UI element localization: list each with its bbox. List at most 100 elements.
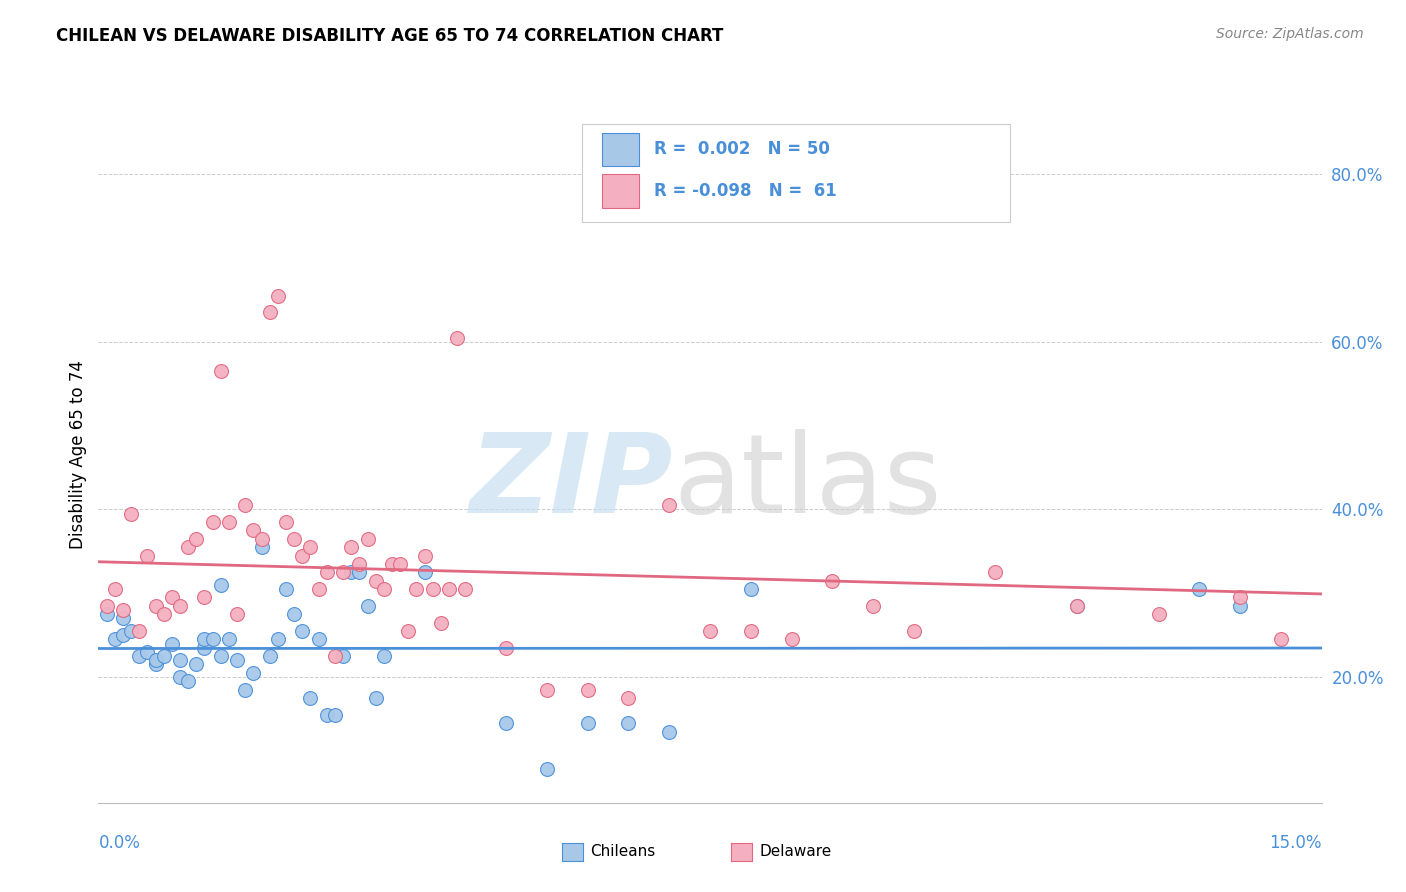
Point bbox=[226, 607, 249, 622]
Point bbox=[1066, 599, 1088, 613]
Point bbox=[111, 603, 134, 617]
Point bbox=[218, 632, 240, 647]
Text: 0.0%: 0.0% bbox=[98, 834, 141, 852]
Point bbox=[315, 566, 337, 580]
Point bbox=[152, 607, 174, 622]
Point bbox=[120, 624, 142, 638]
Point bbox=[536, 682, 558, 697]
Point bbox=[1229, 591, 1251, 605]
Point bbox=[111, 611, 134, 625]
Point bbox=[340, 540, 363, 554]
Point bbox=[193, 640, 215, 655]
Point bbox=[323, 649, 346, 664]
Point bbox=[308, 582, 330, 596]
Point bbox=[96, 599, 118, 613]
Point bbox=[233, 498, 256, 512]
Point bbox=[495, 716, 517, 731]
Point bbox=[169, 670, 191, 684]
Point bbox=[1270, 632, 1292, 647]
Point bbox=[209, 649, 232, 664]
Point bbox=[177, 540, 200, 554]
Point bbox=[315, 707, 337, 722]
Point bbox=[152, 649, 174, 664]
Point bbox=[169, 653, 191, 667]
Point bbox=[413, 549, 436, 563]
Text: Chileans: Chileans bbox=[591, 845, 655, 859]
Point bbox=[259, 649, 281, 664]
Point bbox=[104, 582, 127, 596]
Point bbox=[373, 582, 395, 596]
Point bbox=[226, 653, 249, 667]
Point bbox=[299, 540, 322, 554]
Point bbox=[405, 582, 427, 596]
Point bbox=[218, 515, 240, 529]
Point bbox=[201, 515, 224, 529]
Point bbox=[364, 691, 387, 706]
Point bbox=[381, 557, 404, 571]
Point bbox=[160, 591, 183, 605]
Point bbox=[658, 724, 681, 739]
Point bbox=[617, 691, 640, 706]
Point bbox=[364, 574, 387, 588]
Point bbox=[242, 524, 264, 538]
Point bbox=[308, 632, 330, 647]
Point bbox=[740, 582, 762, 596]
Point bbox=[1188, 582, 1211, 596]
Point bbox=[332, 566, 354, 580]
Point bbox=[242, 665, 264, 680]
Point bbox=[617, 716, 640, 731]
Point bbox=[1229, 599, 1251, 613]
Point bbox=[267, 632, 290, 647]
Point bbox=[984, 566, 1007, 580]
Text: 15.0%: 15.0% bbox=[1270, 834, 1322, 852]
Point bbox=[145, 599, 167, 613]
Point bbox=[233, 682, 256, 697]
Point bbox=[389, 557, 412, 571]
Point bbox=[209, 578, 232, 592]
Point bbox=[177, 674, 200, 689]
Point bbox=[291, 624, 314, 638]
Point bbox=[821, 574, 844, 588]
Point bbox=[291, 549, 314, 563]
Point bbox=[373, 649, 395, 664]
Point bbox=[274, 515, 297, 529]
Point bbox=[96, 607, 118, 622]
Point bbox=[128, 649, 150, 664]
Point bbox=[396, 624, 419, 638]
Point bbox=[145, 657, 167, 672]
Point bbox=[349, 557, 371, 571]
Point bbox=[136, 549, 159, 563]
Point bbox=[340, 566, 363, 580]
Point bbox=[699, 624, 721, 638]
Point bbox=[413, 566, 436, 580]
Point bbox=[658, 498, 681, 512]
FancyBboxPatch shape bbox=[582, 124, 1010, 222]
Text: atlas: atlas bbox=[673, 429, 942, 536]
Point bbox=[576, 716, 599, 731]
Point bbox=[356, 532, 378, 546]
Point bbox=[250, 532, 273, 546]
Text: R = -0.098   N =  61: R = -0.098 N = 61 bbox=[654, 182, 837, 200]
Point bbox=[740, 624, 762, 638]
Point bbox=[536, 762, 558, 776]
Point bbox=[862, 599, 884, 613]
Point bbox=[1147, 607, 1170, 622]
Point bbox=[323, 707, 346, 722]
Point bbox=[104, 632, 127, 647]
Point bbox=[780, 632, 803, 647]
Point bbox=[437, 582, 460, 596]
Point bbox=[454, 582, 477, 596]
Point bbox=[283, 607, 305, 622]
Point bbox=[430, 615, 453, 630]
Text: Delaware: Delaware bbox=[759, 845, 831, 859]
Point bbox=[250, 540, 273, 554]
Point bbox=[267, 288, 290, 302]
Point bbox=[332, 649, 354, 664]
Text: R =  0.002   N = 50: R = 0.002 N = 50 bbox=[654, 140, 830, 158]
Point bbox=[193, 591, 215, 605]
Point bbox=[356, 599, 378, 613]
Point bbox=[160, 636, 183, 650]
Y-axis label: Disability Age 65 to 74: Disability Age 65 to 74 bbox=[69, 360, 87, 549]
Point bbox=[495, 640, 517, 655]
Point bbox=[201, 632, 224, 647]
